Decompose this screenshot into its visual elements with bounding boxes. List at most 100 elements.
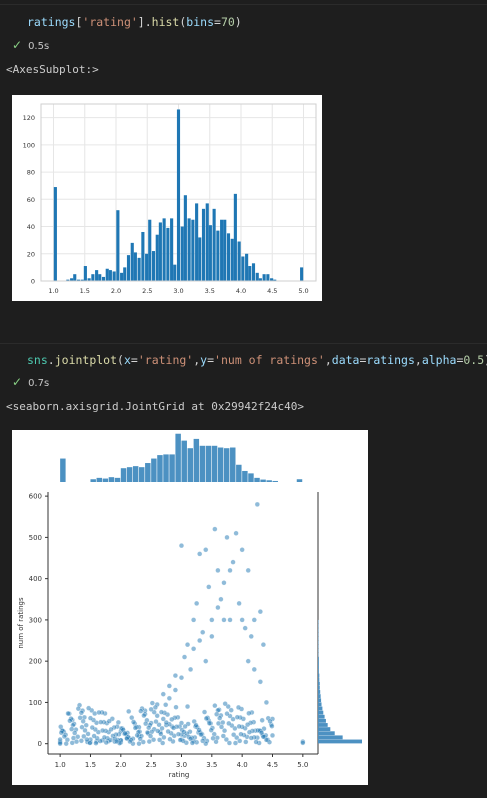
y-tick-label: 600	[29, 493, 42, 501]
scatter-point	[208, 727, 214, 733]
histogram-bar	[212, 208, 216, 281]
scatter-point	[239, 547, 245, 553]
marginal-y-bar	[318, 723, 328, 727]
scatter-point	[214, 711, 220, 717]
code-cell-1[interactable]: ratings['rating'].hist(bins=70) ✓ 0.5s	[0, 4, 487, 55]
histogram-bar	[126, 255, 131, 281]
jointplot-chart: 0 100 200 300 400 500 600 1.0 1.5 2.0 2.5 3.0 3.5 4.0…	[17, 433, 362, 779]
scatter-point	[263, 737, 269, 743]
scatter-point	[82, 727, 88, 733]
scatter-point	[230, 716, 236, 722]
marginal-x-bar	[96, 477, 103, 482]
scatter-point	[227, 567, 233, 573]
scatter-point	[173, 704, 179, 710]
histogram-bar	[245, 253, 249, 281]
x-tick-label: 3.0	[173, 287, 183, 295]
code-token: .	[47, 353, 55, 367]
scatter-point	[223, 736, 229, 743]
scatter-point	[172, 673, 178, 679]
x-tick-label: 3.5	[205, 287, 215, 295]
scatter-point	[87, 715, 94, 721]
histogram-bar	[137, 257, 141, 281]
y-tick-label: 400	[29, 575, 42, 583]
x-tick-label: 1.5	[80, 287, 90, 295]
scatter-point	[165, 728, 171, 735]
histogram-bar	[155, 234, 159, 281]
scatter-point	[156, 722, 162, 728]
scatter-point	[228, 707, 234, 713]
marginal-x-bar	[248, 473, 254, 482]
scatter-point	[75, 706, 81, 712]
scatter-point	[212, 703, 218, 709]
code-cell-2[interactable]: sns.jointplot(x='rating',y='num of ratin…	[0, 343, 487, 392]
code-token: 'rating'	[137, 353, 194, 367]
marginal-x-bar	[266, 480, 272, 482]
scatter-point	[153, 719, 159, 725]
marginal-x-bar	[254, 477, 260, 482]
scatter-point	[221, 617, 227, 623]
scatter-point	[260, 734, 266, 740]
scatter-point	[196, 727, 202, 733]
marginal-y-bar	[318, 702, 322, 707]
histogram-bar	[258, 278, 262, 281]
histogram-bar	[187, 218, 191, 281]
scatter-point	[224, 711, 230, 717]
scatter-point	[146, 725, 152, 731]
scatter-point	[100, 727, 106, 734]
y-tick-label: 100	[29, 699, 42, 707]
code-token: ratings	[27, 15, 76, 29]
scatter-point	[191, 646, 197, 652]
y-tick-label: 40	[27, 223, 35, 231]
marginal-x-bar	[242, 470, 248, 482]
scatter-point	[73, 739, 80, 745]
marginal-x-bar	[205, 445, 212, 482]
scatter-point	[115, 719, 121, 725]
scatter-point	[63, 741, 69, 747]
histogram-bar	[80, 279, 84, 281]
code-token: 70	[220, 15, 235, 29]
x-tick-label: 4.0	[236, 287, 246, 295]
scatter-point	[197, 551, 203, 557]
marginal-x-bar	[108, 477, 115, 482]
scatter-point	[217, 715, 223, 721]
axes-frame	[40, 103, 317, 282]
code-line[interactable]: sns.jointplot(x='rating',y='num of ratin…	[27, 353, 487, 367]
histogram-bar	[116, 210, 120, 281]
histogram-bar	[87, 278, 91, 281]
scatter-point	[146, 739, 152, 745]
marginal-x-bar	[181, 440, 187, 482]
code-line[interactable]: ratings['rating'].hist(bins=70)	[27, 15, 242, 29]
code-token: ].	[137, 15, 152, 29]
marginal-y-bar	[318, 685, 320, 690]
y-tick-label: 80	[27, 169, 35, 177]
scatter-point	[218, 724, 225, 730]
scatter-point	[237, 738, 243, 744]
x-tick-label: 4.5	[267, 287, 277, 295]
scatter-point	[221, 580, 227, 586]
x-tick-label: 3.0	[176, 761, 187, 769]
histogram-bar	[233, 193, 237, 281]
marginal-y-bar	[318, 698, 322, 703]
scatter-point	[161, 734, 167, 740]
exec-status: ✓ 0.5s	[12, 38, 49, 52]
x-tick-label: 2.0	[111, 287, 121, 295]
marginal-x-bar	[230, 447, 236, 482]
scatter-point	[114, 738, 120, 744]
marginal-x-bar	[236, 464, 242, 482]
marginal-x-bar	[217, 447, 224, 482]
code-token: ratings	[366, 353, 415, 367]
scatter-point	[203, 658, 209, 664]
code-token: 'num of ratings'	[214, 353, 325, 367]
marginal-x-bar	[60, 458, 66, 482]
y-axis-label: num of ratings	[17, 597, 25, 649]
scatter-point	[78, 738, 84, 744]
code-token: jointplot	[54, 353, 118, 367]
scatter-point	[194, 600, 200, 606]
histogram-bar	[105, 268, 109, 281]
scatter-point	[198, 732, 204, 738]
scatter-point	[251, 666, 257, 672]
scatter-point	[236, 600, 242, 606]
x-tick-label: 2.5	[142, 287, 152, 295]
histogram-bar	[130, 242, 134, 281]
x-tick-label: 1.5	[85, 761, 96, 769]
